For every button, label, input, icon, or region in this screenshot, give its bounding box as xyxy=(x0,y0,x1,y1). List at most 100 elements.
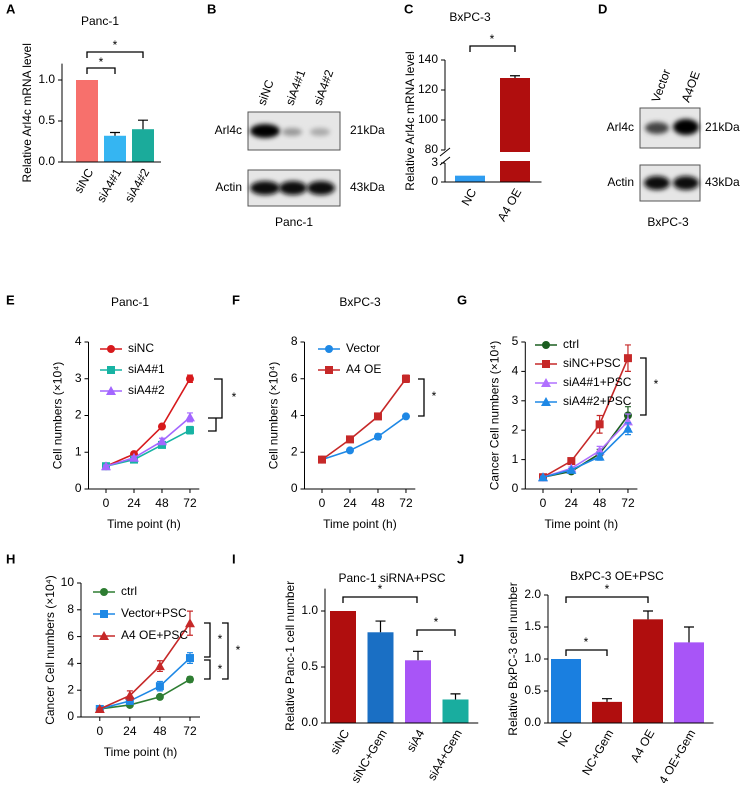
x-tick-label: 0 xyxy=(540,496,547,510)
error-bar xyxy=(138,119,148,130)
x-axis-label: Time point (h) xyxy=(104,745,178,759)
y-tick-label: 2.0 xyxy=(524,587,541,601)
band xyxy=(673,119,699,135)
significance-label: * xyxy=(99,55,104,69)
significance-label: * xyxy=(434,615,439,629)
y-tick-label: 1.0 xyxy=(301,603,318,617)
point xyxy=(156,436,167,446)
y-tick-label: 1.5 xyxy=(524,619,541,633)
x-tick-label: 0 xyxy=(103,496,110,510)
y-tick-label: 3 xyxy=(431,155,438,169)
y-tick-label: 6 xyxy=(67,629,74,643)
legend-label: siA4#2 xyxy=(128,383,165,397)
x-tick-label: 0 xyxy=(319,496,326,510)
bar xyxy=(104,135,126,162)
significance-bracket xyxy=(418,378,425,417)
x-tick-label: 48 xyxy=(593,496,607,510)
significance-bracket xyxy=(565,596,649,603)
point xyxy=(345,435,354,444)
y-tick-label: 0.0 xyxy=(524,715,541,729)
chart-title: Panc-1 xyxy=(111,295,149,309)
axis-break-gap xyxy=(439,152,546,161)
legend-marker xyxy=(542,341,550,349)
axis-break-mark xyxy=(439,147,451,166)
bar xyxy=(592,701,622,723)
legend-label: siA4#2+PSC xyxy=(563,394,632,408)
y-tick-label: 140 xyxy=(418,52,438,66)
band xyxy=(250,124,280,138)
row-label: Arl4c xyxy=(607,120,634,134)
error-bar xyxy=(510,75,520,78)
blot-b: B siNC siA4#1 siA4#2 Arl4c Actin 21kDa 4… xyxy=(207,1,385,229)
y-tick-label: 0.0 xyxy=(38,154,55,168)
point xyxy=(538,472,548,482)
y-tick-label: 4 xyxy=(67,656,74,670)
legend-marker xyxy=(325,345,333,353)
legend-marker xyxy=(99,631,109,640)
y-tick-label: 0.5 xyxy=(524,683,541,697)
y-tick-label: 0 xyxy=(291,481,298,495)
significance-bracket xyxy=(416,629,456,636)
error-bar xyxy=(110,131,120,136)
row-label: Arl4c xyxy=(215,123,242,137)
lane-label: siA4#2 xyxy=(311,68,337,108)
point xyxy=(566,464,577,474)
panel-letter: G xyxy=(457,292,467,307)
significance-label: * xyxy=(113,38,118,52)
y-axis-label: Cell numbers (×10⁴) xyxy=(51,362,65,470)
band xyxy=(645,122,669,134)
series-line xyxy=(542,415,629,479)
significance-label: * xyxy=(605,582,610,596)
y-tick-label: 0 xyxy=(67,709,74,723)
x-tick-label: siNC xyxy=(327,727,352,757)
lane-label: siA4#1 xyxy=(283,68,309,108)
y-tick-label: 2 xyxy=(512,422,519,436)
point xyxy=(595,420,604,429)
y-axis-label: Relative Arl4c mRNA level xyxy=(20,43,34,182)
point xyxy=(154,661,165,671)
legend-label: Vector+PSC xyxy=(121,606,187,620)
band xyxy=(644,176,670,190)
band xyxy=(250,181,280,195)
bar xyxy=(442,699,469,723)
series-line xyxy=(542,428,629,479)
x-tick-label: 24 xyxy=(343,496,357,510)
y-tick-label: 4 xyxy=(291,408,298,422)
y-tick-label: 8 xyxy=(291,334,298,348)
panel-letter: E xyxy=(6,292,15,307)
point xyxy=(185,426,194,435)
legend-marker xyxy=(542,360,550,368)
y-tick-label: 1 xyxy=(512,452,519,466)
legend-marker xyxy=(107,366,115,374)
x-tick-label: siA4 xyxy=(404,727,428,754)
point xyxy=(567,457,576,466)
x-tick-label: siNC xyxy=(71,166,96,196)
point xyxy=(185,374,194,383)
legend-label: siNC xyxy=(128,341,154,355)
y-tick-label: 0 xyxy=(431,174,438,188)
y-tick-label: 0.5 xyxy=(301,659,318,673)
x-tick-label: 0 xyxy=(96,724,103,738)
significance-bracket xyxy=(204,622,211,658)
bar xyxy=(551,659,581,723)
x-tick-label: 24 xyxy=(565,496,579,510)
bar xyxy=(330,611,356,723)
legend-label: Vector xyxy=(346,341,380,355)
y-tick-label: 0.5 xyxy=(38,113,55,127)
bar xyxy=(405,660,431,723)
point xyxy=(401,412,410,421)
bar xyxy=(500,78,530,182)
legend-marker xyxy=(541,378,551,387)
x-tick-label: A4 OE+Gem xyxy=(652,727,698,783)
point xyxy=(94,703,105,713)
point xyxy=(155,692,164,701)
point xyxy=(622,423,633,433)
significance-bracket xyxy=(565,649,608,656)
x-tick-label: 24 xyxy=(127,496,141,510)
chart-title: BxPC-3 xyxy=(449,10,491,24)
point xyxy=(184,618,195,628)
x-tick-label: 72 xyxy=(183,724,197,738)
y-tick-label: 1.0 xyxy=(38,72,55,86)
y-tick-label: 0 xyxy=(512,481,519,495)
